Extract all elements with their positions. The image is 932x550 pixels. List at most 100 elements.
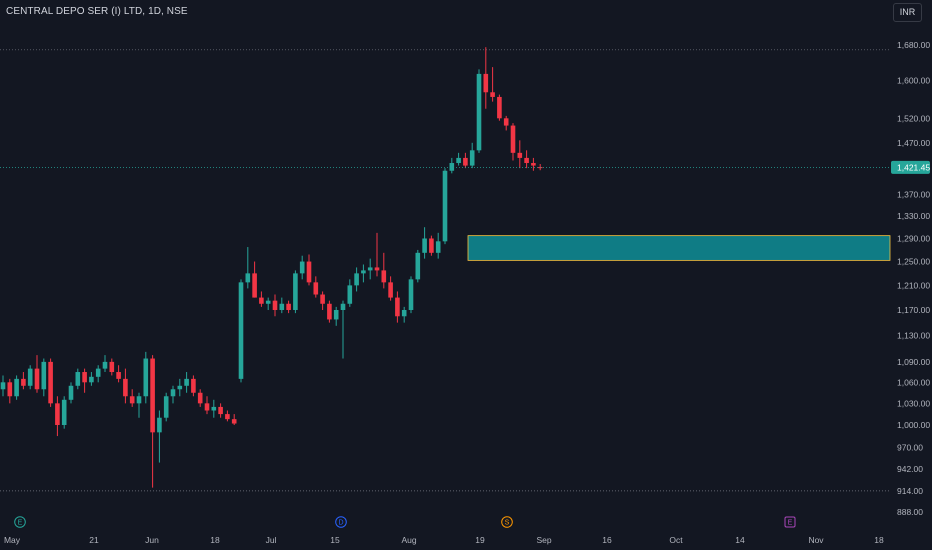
candle-body [252, 273, 257, 298]
candle[interactable] [136, 392, 142, 418]
candle[interactable] [327, 300, 332, 323]
candle-body [340, 303, 346, 310]
candle[interactable] [211, 399, 217, 418]
candle[interactable] [524, 150, 529, 169]
candle[interactable] [245, 247, 251, 289]
price-tick-label: 1,680.00 [897, 40, 930, 50]
candle[interactable] [442, 168, 448, 245]
candle[interactable] [177, 378, 183, 397]
candle[interactable] [259, 291, 264, 307]
candle[interactable] [184, 372, 189, 393]
candle[interactable] [463, 152, 468, 169]
candle[interactable] [109, 358, 115, 376]
candle[interactable] [102, 355, 108, 373]
candle[interactable] [238, 279, 244, 383]
candle[interactable] [354, 267, 359, 292]
candle[interactable] [483, 47, 489, 109]
candle[interactable] [170, 385, 176, 404]
candle-body [456, 157, 461, 164]
candle[interactable] [456, 152, 461, 166]
candle[interactable] [27, 365, 33, 390]
candle[interactable] [129, 389, 135, 407]
candle[interactable] [116, 365, 121, 383]
candle[interactable] [531, 157, 536, 171]
price-tick-label: 1,170.00 [897, 305, 930, 315]
candle[interactable] [361, 264, 366, 283]
candle[interactable] [286, 300, 291, 314]
candle[interactable] [48, 358, 53, 407]
earnings-icon[interactable]: E [14, 516, 26, 528]
candle[interactable] [517, 140, 523, 169]
candle[interactable] [340, 300, 346, 359]
candle[interactable] [123, 368, 128, 404]
candle[interactable] [231, 414, 237, 425]
candle[interactable] [61, 396, 67, 429]
candle[interactable] [381, 252, 387, 289]
candle[interactable] [415, 249, 421, 283]
candle[interactable] [150, 355, 155, 488]
candle[interactable] [204, 396, 210, 415]
candle[interactable] [395, 291, 400, 323]
candle[interactable] [293, 270, 298, 314]
candle[interactable] [497, 94, 502, 121]
candle[interactable] [320, 291, 325, 310]
candle[interactable] [299, 255, 305, 280]
candle[interactable] [252, 261, 257, 298]
currency-selector[interactable]: INR [893, 3, 922, 22]
candle[interactable] [75, 368, 81, 390]
candle[interactable] [89, 372, 94, 386]
candle[interactable] [95, 365, 101, 383]
candle[interactable] [306, 254, 312, 286]
date-tick-label: May [4, 535, 21, 545]
candle[interactable] [367, 258, 373, 280]
candle[interactable] [265, 297, 271, 310]
candle[interactable] [163, 392, 169, 422]
candle[interactable] [510, 123, 516, 161]
candle[interactable] [225, 410, 230, 422]
candle[interactable] [503, 115, 509, 131]
candle-body [0, 382, 6, 390]
candle[interactable] [490, 67, 495, 102]
date-tick-label: Oct [669, 535, 683, 545]
candle[interactable] [191, 375, 196, 397]
candle[interactable] [435, 232, 441, 259]
candle[interactable] [0, 375, 6, 397]
candle[interactable] [82, 368, 87, 393]
split-icon[interactable]: S [501, 516, 513, 528]
candle[interactable] [272, 294, 278, 317]
support-zone-rect[interactable] [467, 235, 891, 261]
candle[interactable] [408, 276, 414, 314]
price-tick-label: 1,330.00 [897, 211, 930, 221]
candle[interactable] [449, 157, 455, 174]
horizontal-lines [0, 49, 890, 492]
candle[interactable] [347, 279, 353, 307]
candle-body [333, 309, 339, 320]
candle[interactable] [476, 69, 482, 153]
candle[interactable] [401, 306, 407, 323]
calendar-event-icon[interactable]: E [784, 516, 796, 528]
chart-title: CENTRAL DEPO SER (I) LTD, 1D, NSE [6, 6, 188, 17]
candle[interactable] [34, 355, 40, 393]
candle[interactable] [68, 382, 74, 404]
candle[interactable] [429, 235, 434, 256]
candle[interactable] [388, 276, 393, 301]
candle[interactable] [143, 351, 149, 404]
candle[interactable] [55, 396, 60, 437]
candle[interactable] [469, 142, 475, 169]
candle[interactable] [333, 306, 339, 326]
candle-body [75, 372, 81, 386]
candle[interactable] [14, 375, 19, 400]
candle[interactable] [197, 389, 203, 407]
candle[interactable] [279, 297, 285, 314]
candle[interactable] [41, 358, 47, 397]
candle[interactable] [374, 232, 380, 277]
candle[interactable] [313, 276, 319, 298]
candle[interactable] [21, 372, 26, 390]
candle[interactable] [157, 410, 162, 463]
dividend-icon[interactable]: D [335, 516, 347, 528]
candle-body [429, 238, 434, 253]
candle[interactable] [218, 403, 223, 418]
candle[interactable] [7, 378, 13, 404]
candle[interactable] [422, 227, 427, 259]
